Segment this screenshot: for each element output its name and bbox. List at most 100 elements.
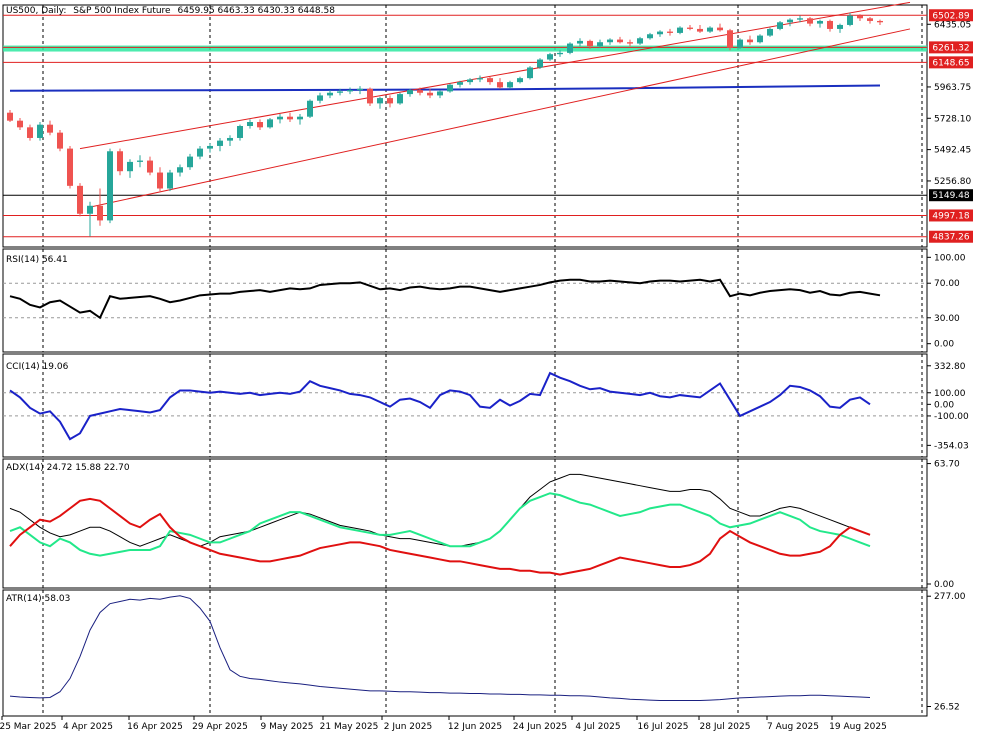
candle-bullish: [197, 148, 203, 157]
candle-bullish: [267, 119, 273, 128]
date-label: 2 Jun 2025: [384, 722, 432, 732]
symbol-label: US500, Daily:: [6, 6, 66, 16]
candle-bearish: [157, 172, 163, 189]
candle-bearish: [867, 18, 873, 21]
candle-bullish: [407, 90, 413, 95]
date-label: 4 Jul 2025: [575, 722, 620, 732]
candle-bullish: [597, 42, 603, 47]
indicator-series-adx-14-: [9, 473, 871, 547]
axis-tick-label: 0.00: [934, 400, 954, 410]
candle-bullish: [277, 116, 283, 120]
axis-tick-label: 26.52: [934, 702, 960, 712]
axis-tick-label: 6435.05: [934, 20, 971, 30]
candle-bearish: [47, 124, 53, 133]
candle-bullish: [357, 88, 363, 91]
candle-bullish: [837, 24, 843, 29]
candle-bullish: [237, 126, 243, 138]
channel-lower-line: [89, 28, 911, 208]
candle-bullish: [217, 140, 223, 146]
date-label: 24 Jun 2025: [513, 722, 567, 732]
candle-bearish: [497, 82, 503, 88]
candle-bearish: [17, 120, 23, 128]
candle-bullish: [177, 167, 183, 173]
candle-bearish: [367, 88, 373, 104]
indicator-series-atr-14-: [9, 595, 871, 702]
axis-tick-label: 100.00: [934, 253, 966, 263]
date-label: 12 Jun 2025: [448, 722, 502, 732]
candle-bullish: [377, 98, 383, 104]
candle-bullish: [637, 38, 643, 44]
candle-bearish: [857, 15, 863, 19]
candle-bearish: [57, 132, 63, 149]
candle-bullish: [87, 205, 93, 214]
candle-bearish: [727, 30, 733, 48]
candle-bullish: [37, 124, 43, 138]
axis-tick-label: 30.00: [934, 314, 960, 324]
axis-tick-label: 277.00: [934, 592, 966, 602]
price-tag-box: [929, 56, 973, 69]
candle-bullish: [437, 91, 443, 96]
price-tag-label: 4997.18: [932, 211, 969, 221]
price-tag-label: 5149.48: [932, 191, 969, 201]
candle-bearish: [697, 28, 703, 32]
candle-bullish: [677, 27, 683, 33]
candle-bearish: [617, 39, 623, 43]
date-label: 9 May 2025: [261, 722, 314, 732]
candle-bearish: [27, 127, 33, 138]
price-tag: 6148.65: [929, 56, 973, 69]
candle-bullish: [847, 15, 853, 25]
support-zone: [3, 45, 927, 52]
candle-bullish: [547, 54, 553, 60]
candle-bullish: [567, 43, 573, 53]
price-tag-label: 6261.32: [932, 43, 969, 53]
candle-bearish: [427, 92, 433, 96]
candle-bullish: [767, 28, 773, 36]
adx-panel[interactable]: [2, 458, 928, 589]
rsi-panel[interactable]: [2, 248, 928, 353]
ohlc-readout: 6459.95 6463.33 6430.33 6448.58: [177, 6, 335, 16]
candle-bullish: [467, 79, 473, 83]
candle-bullish: [797, 18, 803, 20]
date-label: 19 Aug 2025: [829, 722, 887, 732]
candle-bullish: [657, 31, 663, 35]
candle-bearish: [807, 18, 813, 24]
candle-bullish: [187, 156, 193, 168]
price-tag-label: 6148.65: [932, 58, 969, 68]
cci-panel[interactable]: [2, 353, 928, 458]
candle-bearish: [387, 98, 393, 104]
atr-title: ATR(14) 58.03: [6, 594, 70, 604]
price-tag-label: 6502.89: [932, 11, 969, 21]
candle-bullish: [337, 91, 343, 93]
candle-bullish: [647, 34, 653, 39]
date-label: 16 Jul 2025: [638, 722, 689, 732]
date-label: 21 May 2025: [320, 722, 379, 732]
price-tag-label: 4837.26: [932, 233, 969, 243]
candle-bullish: [517, 78, 523, 83]
axis-tick-label: -100.00: [934, 412, 969, 422]
candle-bullish: [507, 82, 513, 88]
candle-bullish: [397, 94, 403, 104]
candle-bearish: [687, 27, 693, 29]
axis-tick-label: 332.80: [934, 362, 966, 372]
candle-bullish: [447, 84, 453, 92]
candle-bullish: [297, 116, 303, 120]
axis-tick-label: 0.00: [934, 340, 954, 350]
candle-bullish: [127, 161, 133, 172]
atr-panel[interactable]: [2, 589, 928, 717]
candle-bullish: [757, 35, 763, 43]
candle-bearish: [257, 122, 263, 128]
candle-bullish: [167, 172, 173, 189]
candle-bullish: [207, 145, 213, 149]
axis-tick-label: 5728.10: [934, 114, 971, 124]
indicator-series-rsi-14-: [9, 278, 881, 320]
candle-bearish: [827, 20, 833, 29]
price-tag: 6261.32: [929, 41, 973, 54]
candle-bearish: [877, 20, 883, 23]
candle-bearish: [417, 90, 423, 93]
axis-tick-label: 70.00: [934, 279, 960, 289]
candle-bullish: [247, 122, 253, 126]
candle-bearish: [717, 27, 723, 31]
price-tag: 6502.89: [929, 9, 973, 22]
